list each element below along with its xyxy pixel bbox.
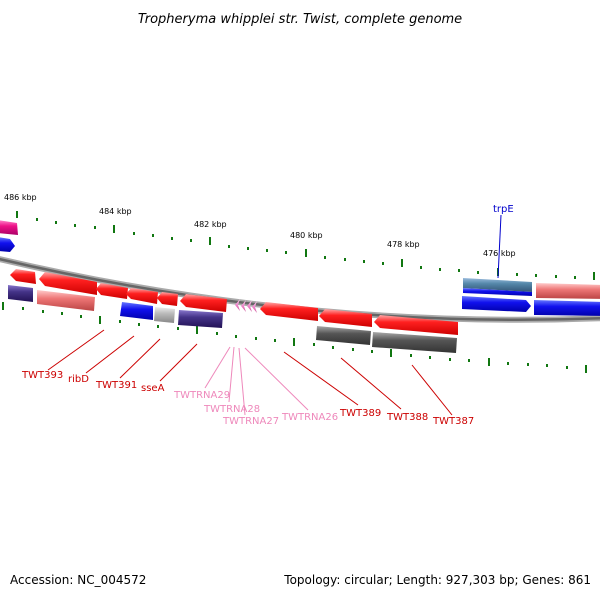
trna-29[interactable]: [235, 299, 240, 311]
gene-twt387[interactable]: [374, 315, 458, 335]
gene-blue-right-2[interactable]: [534, 300, 600, 316]
label-ssea: sseA: [141, 383, 165, 394]
label-twt388: TWT388: [386, 412, 428, 423]
feature-magenta-left[interactable]: [0, 220, 18, 235]
tick-label-478: 478 kbp: [387, 240, 420, 249]
feature-navy-1[interactable]: [8, 285, 33, 302]
gene-small-red[interactable]: [157, 292, 178, 306]
gene-twt391[interactable]: [96, 283, 128, 299]
label-twtrna27: TWTRNA27: [222, 416, 279, 427]
label-twtrna26: TWTRNA26: [281, 412, 338, 423]
label-twtrna29: TWTRNA29: [173, 390, 230, 401]
map-title: Tropheryma whipplei str. Twist, complete…: [138, 12, 462, 27]
tick-label-484: 484 kbp: [99, 207, 132, 216]
feature-blue-left[interactable]: [0, 237, 15, 252]
feature-navy-2[interactable]: [178, 310, 223, 328]
label-ribd: ribD: [68, 374, 89, 385]
feature-blue-1[interactable]: [120, 302, 153, 320]
trna-26[interactable]: [252, 301, 257, 313]
feature-blue-trpe[interactable]: [463, 288, 532, 296]
gene-ribd[interactable]: [39, 272, 97, 295]
trna-28[interactable]: [241, 300, 246, 312]
label-trpe: trpE: [493, 204, 514, 215]
topology-text: Topology: circular; Length: 927,303 bp; …: [284, 573, 591, 587]
feature-lightgray-1[interactable]: [154, 307, 175, 323]
gene-blue-right-1[interactable]: [462, 296, 531, 312]
gene-ssea[interactable]: [126, 288, 158, 304]
label-twtrna28: TWTRNA28: [203, 404, 260, 415]
label-twt387: TWT387: [432, 416, 474, 427]
feature-steel-trpe[interactable]: [463, 278, 532, 292]
gene-twt388[interactable]: [319, 309, 372, 327]
gene-twt393[interactable]: [10, 269, 36, 284]
label-twt391: TWT391: [95, 380, 137, 391]
outer-ticks: [16, 211, 595, 280]
feature-gray-1[interactable]: [316, 326, 371, 345]
accession-text: Accession: NC_004572: [10, 573, 147, 587]
feature-gray-2[interactable]: [372, 332, 457, 353]
inner-ticks: [2, 302, 587, 373]
trna-27[interactable]: [247, 300, 252, 312]
label-leaders: [47, 214, 502, 416]
gene-red-mid[interactable]: [180, 294, 227, 312]
tick-label-482: 482 kbp: [194, 220, 227, 229]
label-twt389: TWT389: [339, 408, 381, 419]
tick-label-486: 486 kbp: [4, 193, 37, 202]
feature-pink-right[interactable]: [536, 283, 600, 299]
feature-pink-1[interactable]: [37, 290, 95, 311]
tick-label-480: 480 kbp: [290, 231, 323, 240]
gene-twt389[interactable]: [260, 302, 318, 321]
label-twt393: TWT393: [21, 370, 63, 381]
